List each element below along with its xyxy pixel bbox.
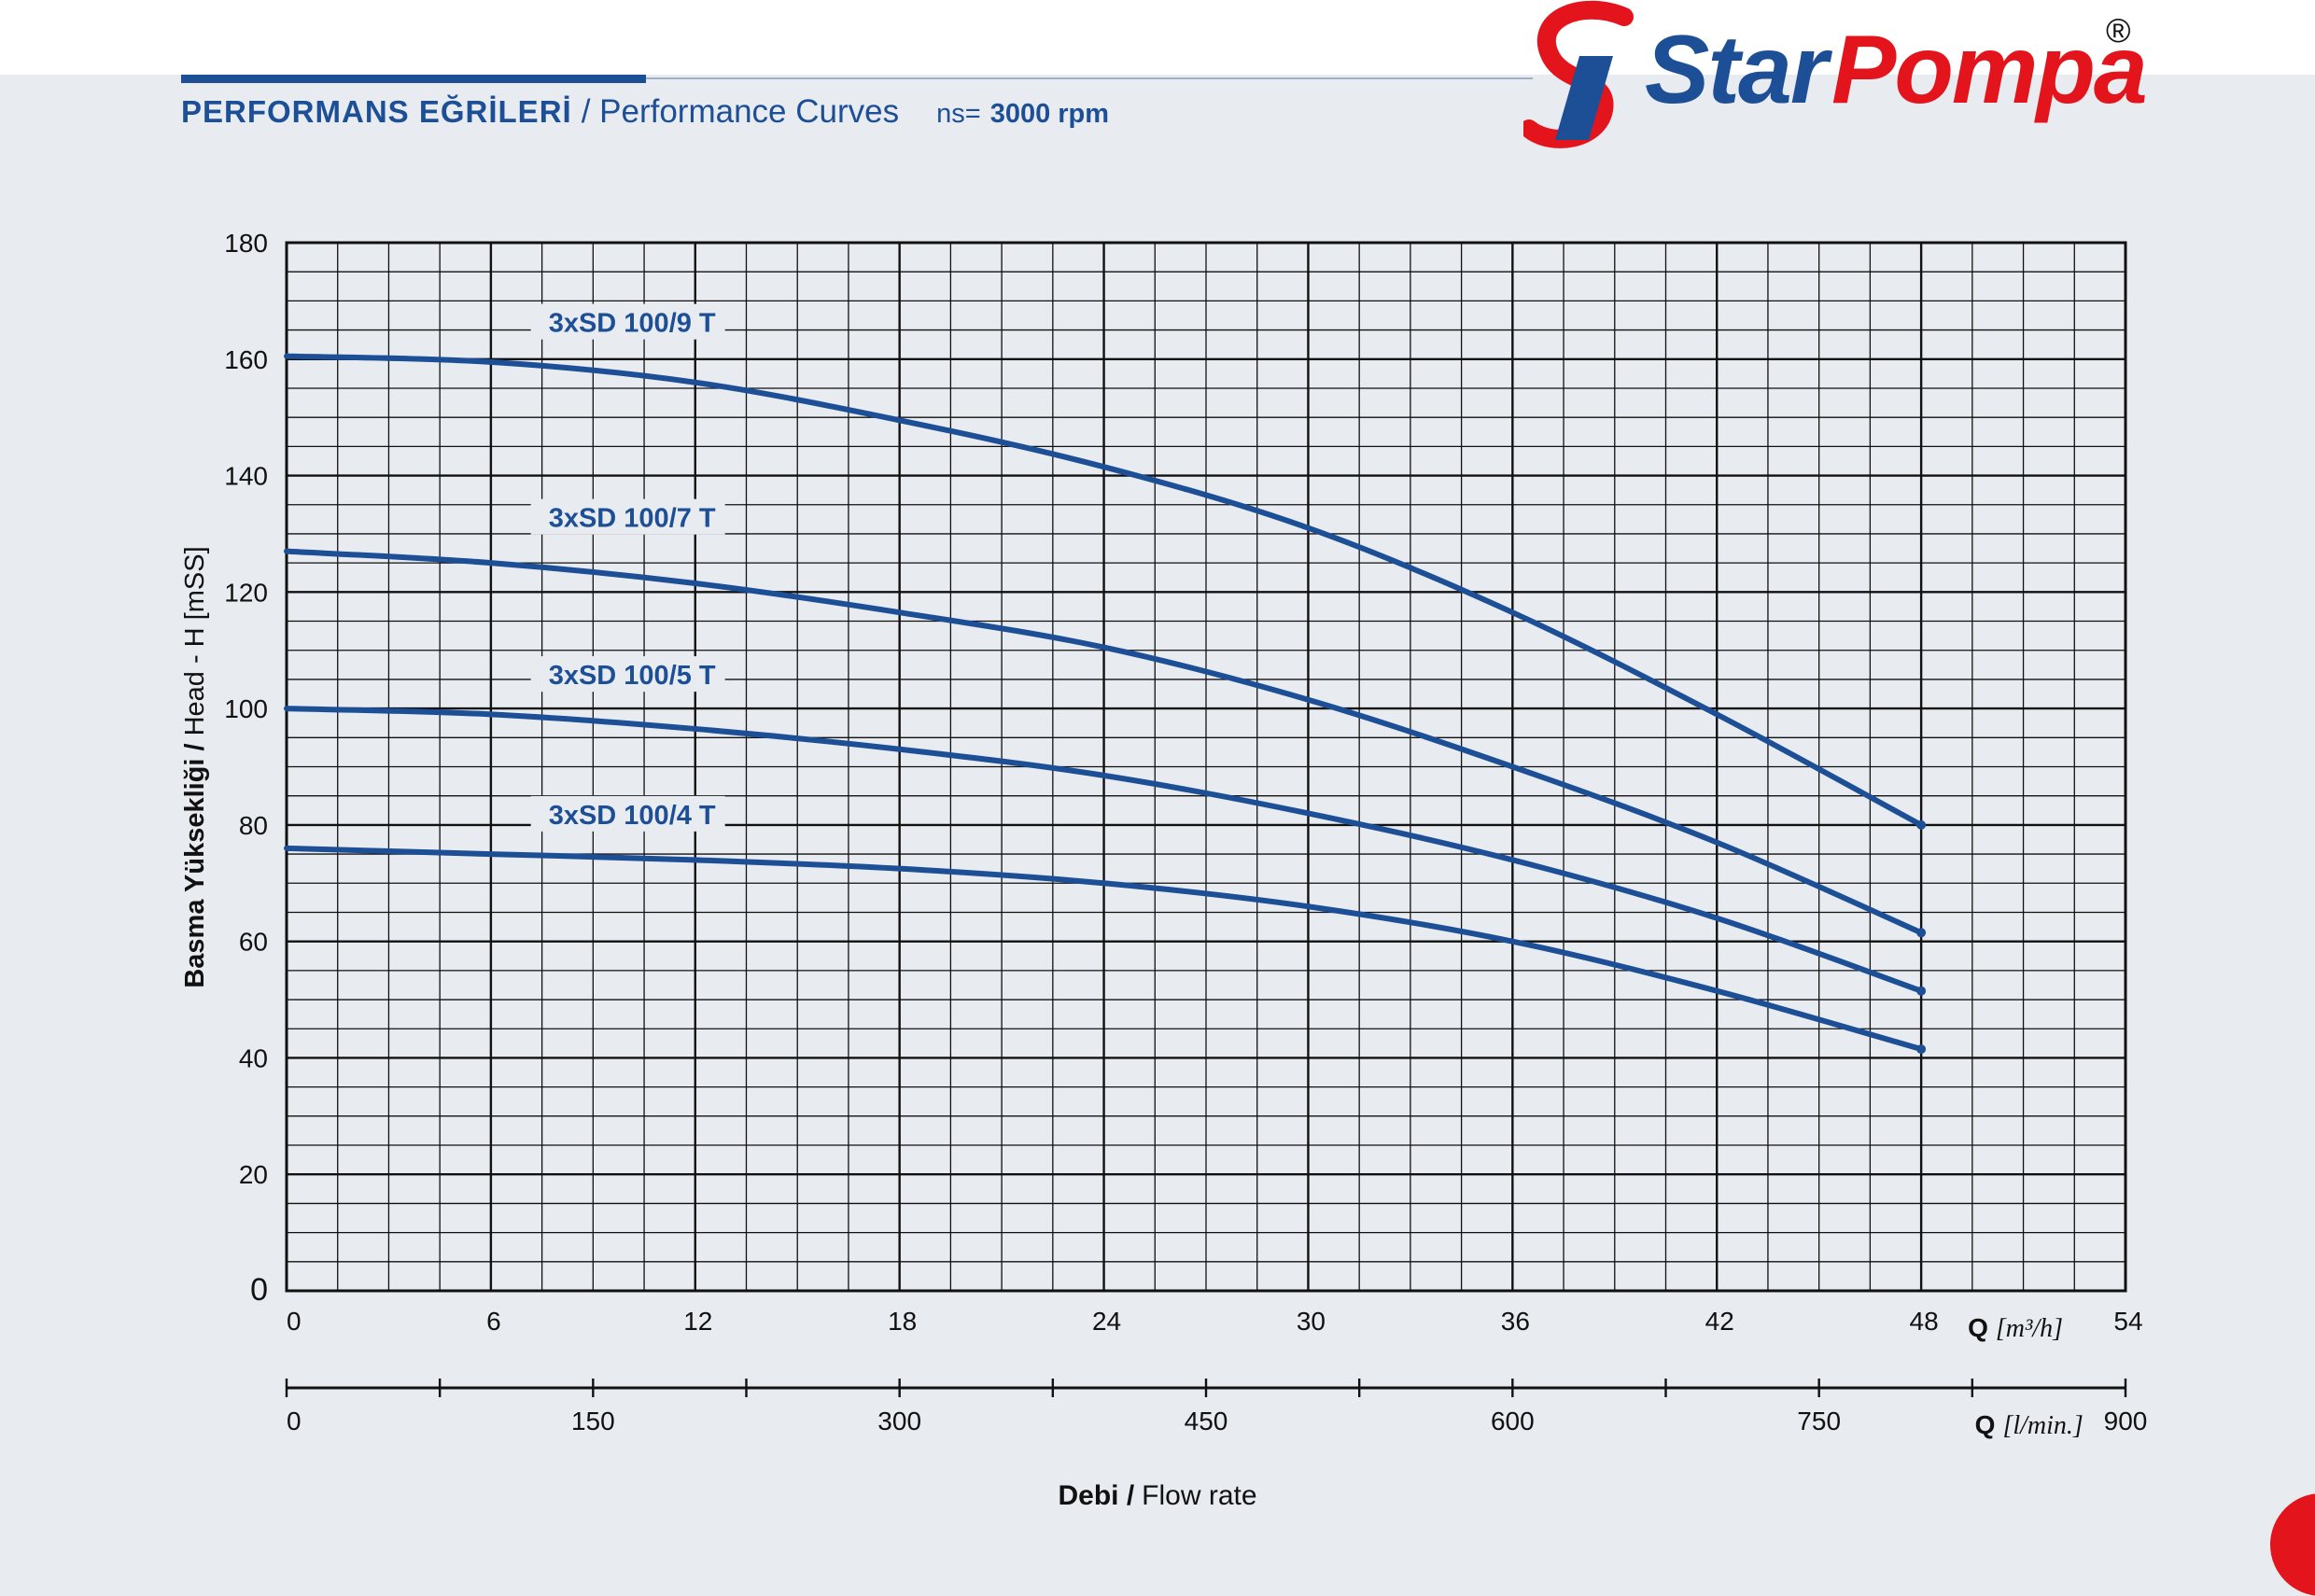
header-accent-bar (181, 75, 646, 83)
y-tick-label: 0 (250, 1272, 268, 1308)
x-tick-label: 6 (486, 1307, 501, 1336)
series-label: 3xSD 100/9 T (549, 309, 716, 339)
logo-star-text: Star (1645, 16, 1828, 124)
plot-border (285, 241, 2127, 1293)
secondary-tick-label: 300 (877, 1407, 921, 1435)
curve-3xsd-100-9-t (284, 353, 1925, 828)
curve-label-bg (530, 795, 725, 832)
secondary-axis-label: Q [l/min.] (1975, 1410, 2084, 1440)
title-english: / Performance Curves (581, 93, 900, 130)
secondary-tick-label: 900 (2104, 1407, 2148, 1435)
registered-mark: ® (2106, 11, 2131, 49)
curve-3xsd-100-5-t (284, 706, 1925, 994)
secondary-tick-label: 450 (1185, 1407, 1228, 1435)
x-axis-label: Q [m³/h] (1968, 1313, 2063, 1343)
curve-3xsd-100-4-t (284, 845, 1925, 1053)
y-axis-label: Basma Yüksekliği /Head - H [mSS] (180, 546, 210, 987)
curve-label-bg (530, 656, 725, 693)
y-tick-label: 180 (224, 229, 268, 258)
x-tick-label: 24 (1092, 1307, 1121, 1336)
y-tick-label: 100 (224, 694, 268, 723)
flow-rate-title: Debi / Flow rate (1058, 1480, 1256, 1511)
curve-end-point (1916, 1044, 1927, 1055)
y-tick-label: 80 (239, 811, 268, 840)
curve-3xsd-100-7-t (284, 548, 1925, 936)
y-tick-label: 120 (224, 578, 268, 607)
x-tick-label: 0 (287, 1307, 302, 1336)
logo-emblem-icon (1523, 0, 1634, 148)
curve-end-point (1916, 986, 1927, 996)
performance-chart: 0 20 40 60 80 100 120 140 160 180 0 6 12 18 24 30 36 42 48… (180, 229, 2148, 1511)
speed-label: ns= (936, 99, 981, 129)
secondary-tick-label: 150 (571, 1407, 615, 1435)
page-header: PERFORMANS EĞRİLERİ / Performance Curves… (181, 93, 1109, 149)
x-tick-label: 42 (1705, 1307, 1734, 1336)
secondary-tick-label: 750 (1797, 1407, 1841, 1435)
series-label: 3xSD 100/5 T (549, 661, 716, 691)
speed-value: 3000 rpm (989, 99, 1110, 129)
secondary-tick-label: 0 (287, 1407, 302, 1435)
x-tick-label: 36 (1501, 1307, 1530, 1336)
curve-label-bg (530, 498, 725, 535)
star-pompa-logo: Star Pompa ® (1523, 0, 2148, 159)
series-label: 3xSD 100/7 T (549, 504, 716, 534)
top-band (0, 0, 2315, 75)
x-tick-label: 18 (888, 1307, 917, 1336)
x-tick-label: 30 (1297, 1307, 1326, 1336)
x-tick-label: 12 (683, 1307, 712, 1336)
header-rule (646, 77, 1533, 79)
y-tick-label: 140 (224, 462, 268, 491)
y-tick-label: 20 (239, 1160, 268, 1189)
x-tick-label: 48 (1910, 1307, 1939, 1336)
curve-end-point (1916, 819, 1927, 830)
title-turkish: PERFORMANS EĞRİLERİ (181, 94, 572, 129)
x-tick-label: 54 (2113, 1307, 2142, 1336)
series-label: 3xSD 100/4 T (549, 801, 716, 831)
secondary-tick-label: 600 (1491, 1407, 1535, 1435)
logo-pompa-text: Pompa (1831, 16, 2148, 124)
curve-label-bg (530, 303, 725, 340)
y-tick-label: 40 (239, 1043, 268, 1072)
y-tick-label: 160 (224, 345, 268, 374)
y-tick-label: 60 (239, 928, 268, 957)
curve-end-point (1916, 928, 1927, 938)
